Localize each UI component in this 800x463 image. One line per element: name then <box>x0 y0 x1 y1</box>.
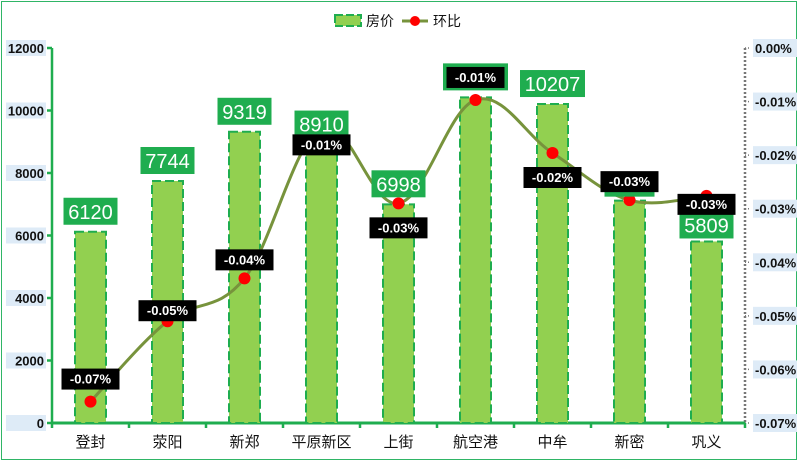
bar-value-label: 9319 <box>222 102 267 124</box>
data-labels: 6120774493198910699810420102075809-0.07%… <box>61 63 736 390</box>
bar <box>305 143 338 424</box>
category-label: 航空港 <box>453 433 498 451</box>
right-axis-tick: -0.01% <box>755 95 797 110</box>
left-axis-tick: 12000 <box>8 41 44 56</box>
category-label: 荥阳 <box>152 433 182 451</box>
bar-value-box <box>63 197 118 225</box>
right-axis-tick: -0.03% <box>755 202 797 217</box>
line-marker <box>623 194 636 207</box>
line-marker <box>238 272 251 285</box>
axes: 0 2000 4000 6000 8000 10000 12000 0.00% -0.01% -0… <box>6 39 797 451</box>
legend-marker-icon <box>410 16 420 26</box>
bar-value-label: 6998 <box>376 174 421 196</box>
category-label: 新密 <box>614 433 644 451</box>
bar-value-label: 6120 <box>68 202 113 224</box>
pct-value-label: -0.03% <box>378 220 420 235</box>
bar <box>382 203 415 424</box>
pct-value-label: -0.01% <box>301 137 343 152</box>
bar-value-box <box>371 170 426 198</box>
category-label: 新郑 <box>229 433 259 451</box>
right-axis-tick: 0.00% <box>755 41 792 56</box>
left-axis-tick: 2000 <box>15 354 44 369</box>
line-marker <box>469 93 482 106</box>
line-marker <box>84 395 97 408</box>
left-axis-tick: 4000 <box>15 291 44 306</box>
bar <box>613 199 646 424</box>
pct-value-box <box>600 171 659 193</box>
bar <box>459 96 492 424</box>
left-axis-tick: 6000 <box>15 229 44 244</box>
line-marker <box>392 197 405 210</box>
pct-value-label: -0.03% <box>686 197 728 212</box>
pct-value-label: -0.02% <box>532 170 574 185</box>
pct-value-label: -0.04% <box>224 252 266 267</box>
pct-value-label: -0.07% <box>70 372 112 387</box>
right-axis-tick: -0.05% <box>755 309 797 324</box>
pct-value-label: -0.03% <box>609 174 651 189</box>
left-axis-tick: 10000 <box>8 104 44 119</box>
legend-bar-swatch <box>334 14 362 27</box>
pct-value-box <box>369 217 428 239</box>
right-axis-tick: -0.02% <box>755 148 797 163</box>
left-axis-tick: 0 <box>37 416 44 431</box>
pct-value-box <box>677 193 736 215</box>
line-marker <box>546 147 559 159</box>
pct-value-box <box>523 167 582 188</box>
bar-value-box <box>679 211 734 239</box>
right-axis-tick: -0.04% <box>755 255 797 270</box>
left-axis-tick: 8000 <box>15 166 44 181</box>
bar-series <box>74 96 723 424</box>
pct-value-label: -0.05% <box>147 303 189 318</box>
legend-bar-label: 房价 <box>366 14 394 30</box>
category-label: 上街 <box>383 433 413 451</box>
right-axis-tick: -0.06% <box>755 362 797 377</box>
bar-value-box <box>140 147 195 174</box>
pct-value-box <box>446 66 505 88</box>
bar-value-box <box>520 70 585 98</box>
right-axis-tick: -0.07% <box>755 416 797 431</box>
category-label: 平原新区 <box>291 433 351 451</box>
pct-value-box <box>292 134 351 156</box>
bar <box>228 130 261 424</box>
pct-value-label: -0.01% <box>455 70 497 85</box>
pct-value-box <box>138 300 197 322</box>
pct-value-box <box>61 368 120 390</box>
legend-line-label: 环比 <box>433 14 461 30</box>
legend: 房价 环比 <box>334 14 461 30</box>
bar-value-label: 10207 <box>525 74 581 96</box>
category-label: 巩义 <box>691 433 721 451</box>
category-label: 中牟 <box>537 433 567 451</box>
bar-value-label: 8910 <box>299 115 344 137</box>
pct-value-box <box>215 249 274 271</box>
bar <box>690 240 723 424</box>
bar-value-label: 5809 <box>684 215 729 237</box>
bar-value-label: 7744 <box>145 151 190 173</box>
category-label: 登封 <box>75 433 105 451</box>
bar-value-box <box>294 110 349 138</box>
bar <box>74 230 107 424</box>
bar-value-box <box>217 97 272 125</box>
